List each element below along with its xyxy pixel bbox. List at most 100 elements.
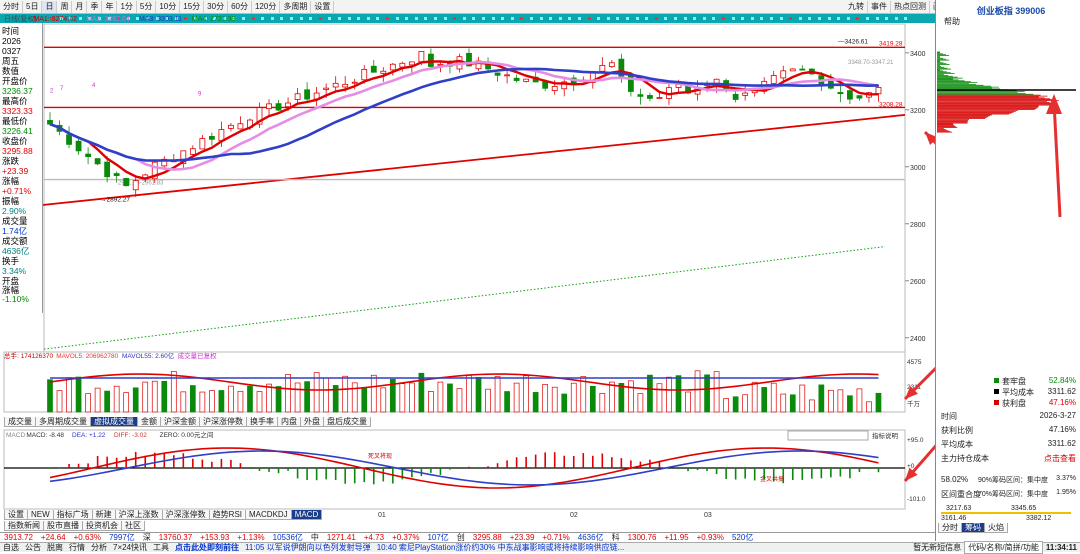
tab-item[interactable]: 新建	[91, 510, 116, 520]
period-tab[interactable]: 分时	[0, 0, 23, 13]
volume-bar	[485, 388, 491, 413]
volume-bar	[418, 372, 425, 413]
signal-dot	[635, 17, 639, 20]
red-arrow-annotation	[923, 130, 935, 146]
tab-item[interactable]: 成交量	[4, 417, 36, 427]
volume-bar	[56, 390, 63, 413]
ma-label: MA2: 3282.64	[86, 16, 130, 23]
ma-label: MA1: 3274.42	[33, 16, 77, 23]
tab-item[interactable]: 沪深上涨数	[114, 510, 163, 520]
signal-dot	[770, 17, 773, 20]
chip-tab[interactable]: 筹码	[961, 523, 985, 533]
period-tab[interactable]: 月	[72, 0, 88, 13]
status-menu-item[interactable]: 7×24快讯	[113, 543, 148, 552]
volume-bar	[142, 381, 149, 413]
volume-bar	[199, 391, 206, 413]
volume-bar	[294, 382, 301, 413]
chip-range-value: 3217.63	[946, 505, 972, 512]
period-tab[interactable]: 设置	[311, 0, 335, 13]
ma-label: MA3: 3303.11	[139, 16, 182, 23]
tab-item[interactable]: 虚拟成交量	[90, 417, 138, 427]
tab-item[interactable]: MACDKDJ	[245, 510, 292, 520]
ticker-value: 3913.72	[4, 533, 33, 542]
candle-body	[875, 86, 882, 95]
tab-item[interactable]: 趋势RSI	[208, 510, 247, 520]
candle-body	[513, 77, 520, 81]
tab-item[interactable]: 沪深金额	[160, 417, 200, 427]
news-headline[interactable]: 10:40 索尼PlayStation涨价约30% 中东战事影响或将持续影响供应…	[376, 543, 625, 552]
candle-body	[523, 78, 530, 82]
chart-tool-button[interactable]: 事件	[868, 0, 891, 13]
candle-body	[380, 70, 387, 74]
indicator-help-link[interactable]: 指标说明	[872, 431, 899, 440]
tab-item[interactable]: 沪深涨停数	[161, 510, 210, 520]
tab-item[interactable]: 金额	[137, 417, 161, 427]
tab-item[interactable]: 换手率	[246, 417, 278, 427]
candle-body	[847, 90, 853, 100]
ticker-value: 3295.88	[472, 533, 502, 542]
tab-item[interactable]: 指标广场	[52, 510, 93, 520]
info-value[interactable]: 点击查看	[1044, 454, 1076, 463]
dea-line	[49, 450, 879, 486]
period-tab[interactable]: 10分	[156, 0, 181, 13]
signal-dot	[251, 17, 255, 20]
news-headline[interactable]: 11:05 以军说伊朗向以色列发射导弹	[245, 543, 371, 552]
period-tab[interactable]: 5分	[137, 0, 157, 13]
tab-item[interactable]: 设置	[4, 510, 28, 520]
volume-bar	[266, 383, 272, 413]
period-tab[interactable]: 1分	[117, 0, 137, 13]
macd-annotation: 金叉共振	[760, 475, 784, 483]
tab-item[interactable]: 股市直播	[43, 521, 83, 531]
trend-line[interactable]	[39, 114, 906, 207]
candle-body	[551, 86, 558, 91]
tab-item[interactable]: 多周期成交量	[35, 417, 91, 427]
candle-body	[618, 58, 625, 77]
ticker-value: 4636亿	[577, 533, 604, 542]
status-menu-item[interactable]: 脱离	[47, 543, 63, 552]
tab-item[interactable]: 外盘	[300, 417, 324, 427]
tab-item[interactable]: MACD	[290, 510, 323, 520]
status-menu-item[interactable]: 工具	[153, 543, 170, 552]
signal-dot	[280, 17, 284, 20]
tab-item[interactable]: 社区	[121, 521, 145, 531]
tab-item[interactable]: 盘后成交量	[323, 417, 371, 427]
period-tab[interactable]: 60分	[228, 0, 252, 13]
signal-dot	[674, 17, 677, 20]
code-search-input[interactable]: 代码/名称/简拼/功能	[964, 541, 1043, 554]
status-menu-item[interactable]: 自选	[3, 543, 19, 552]
main-chart[interactable]: 日线(复权)MA1: 3274.42 MA2: 3282.64 MA3: 3303.…	[0, 14, 935, 519]
chip-tab[interactable]: 分时	[938, 523, 962, 533]
period-tab[interactable]: 季	[87, 0, 103, 13]
period-tab[interactable]: 日	[42, 0, 58, 13]
status-menu-item[interactable]: 公告	[25, 543, 41, 552]
help-link[interactable]: 帮助	[944, 17, 960, 26]
tab-item[interactable]: 指数新闻	[4, 521, 44, 531]
tab-item[interactable]: 内盘	[277, 417, 301, 427]
ticker-value: 520亿	[731, 533, 754, 542]
tab-new-badge[interactable]: NEW	[27, 510, 54, 520]
signal-dot	[875, 17, 879, 20]
volume-bar	[170, 371, 177, 413]
period-tab[interactable]: 年	[102, 0, 118, 13]
promo-link[interactable]: 点击此处即刻前往	[175, 543, 240, 552]
period-tab[interactable]: 周	[57, 0, 73, 13]
chart-tool-button[interactable]: 热点回测	[891, 0, 930, 13]
signal-dot	[376, 17, 380, 20]
volume-bar	[580, 376, 587, 413]
chart-tool-button[interactable]: 九转	[845, 0, 868, 13]
signal-dot	[587, 17, 591, 20]
period-tab[interactable]: 15分	[180, 0, 205, 13]
chip-tab[interactable]: 火焰	[984, 523, 1008, 533]
indicator-search-input[interactable]	[787, 430, 869, 441]
period-tab[interactable]: 5日	[23, 0, 43, 13]
candle-body	[208, 136, 215, 140]
signal-dot	[69, 17, 73, 20]
tab-item[interactable]: 沪深涨停数	[199, 417, 247, 427]
status-menu-item[interactable]: 分析	[91, 543, 107, 552]
tab-item[interactable]: 投资机会	[82, 521, 122, 531]
candle-body	[732, 93, 739, 100]
status-menu-item[interactable]: 行情	[69, 543, 85, 552]
period-tab[interactable]: 30分	[204, 0, 229, 13]
period-tab[interactable]: 多周期	[280, 0, 312, 13]
period-tab[interactable]: 120分	[252, 0, 281, 13]
